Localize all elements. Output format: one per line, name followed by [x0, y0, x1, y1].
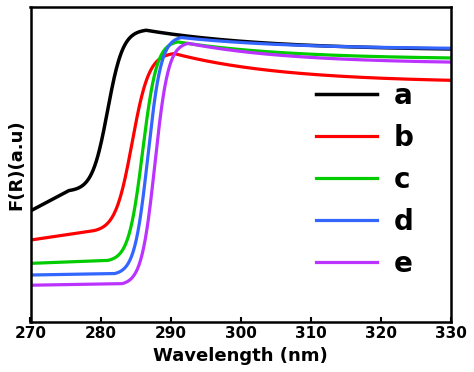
Legend: a, b, c, d, e: a, b, c, d, e [305, 71, 425, 289]
Y-axis label: F(R)(a.u): F(R)(a.u) [7, 119, 25, 209]
X-axis label: Wavelength (nm): Wavelength (nm) [154, 347, 328, 365]
